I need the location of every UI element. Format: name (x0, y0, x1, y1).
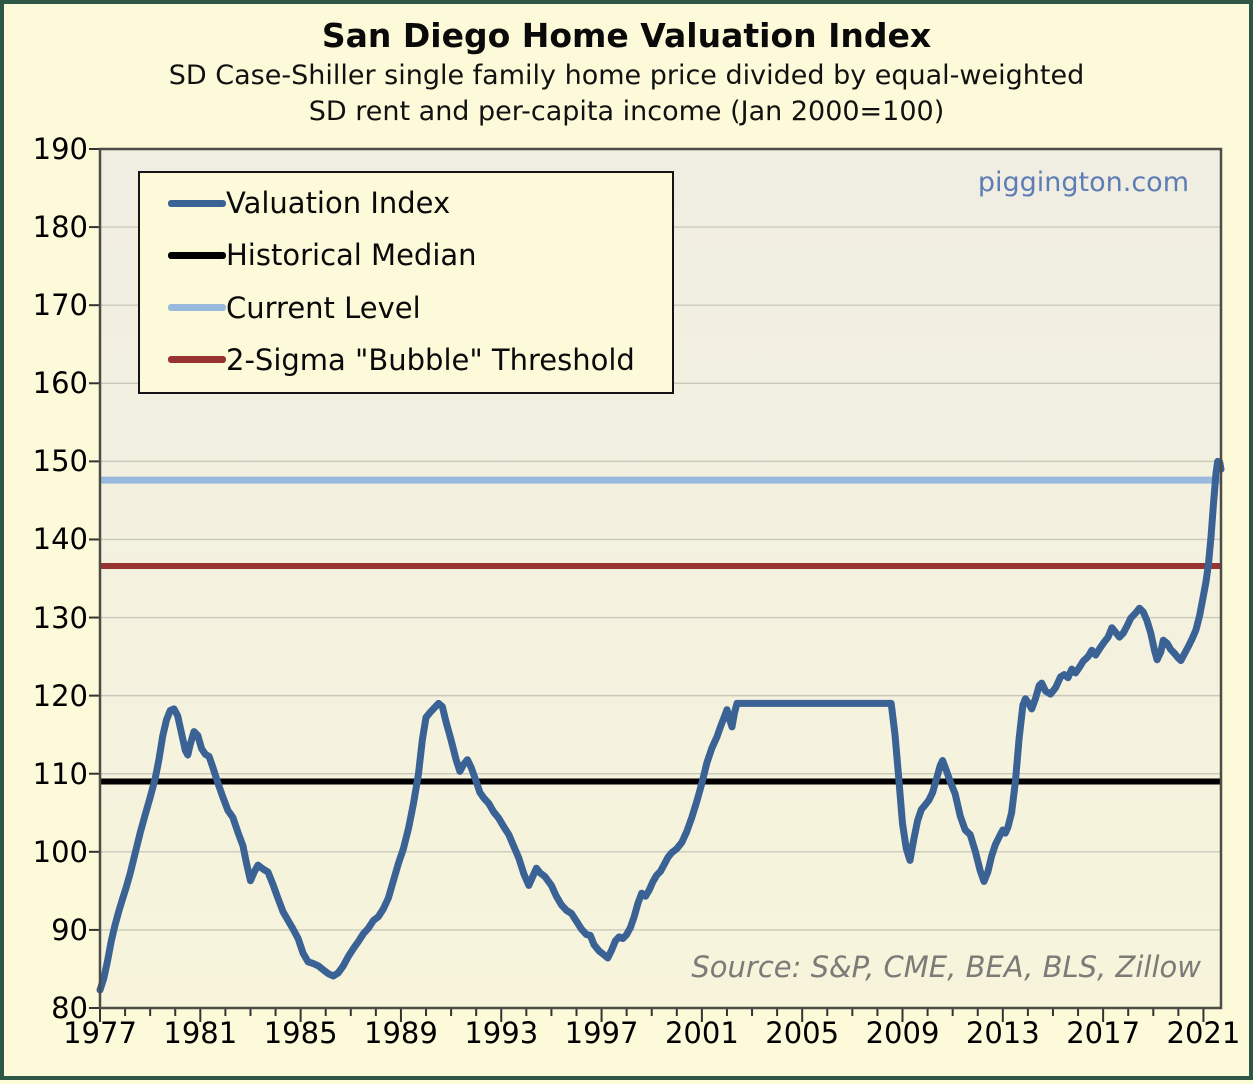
legend-box: Valuation Index Historical Median Curren… (138, 171, 674, 394)
y-tick-label-170: 170 (32, 288, 88, 323)
y-tick-label-190: 190 (32, 132, 88, 166)
legend-item-valuation-index: Valuation Index (168, 186, 672, 220)
y-tick-label-180: 180 (32, 210, 88, 245)
x-tick-label-1993: 1993 (464, 1016, 539, 1050)
x-tick-label-2005: 2005 (765, 1016, 840, 1050)
two-sigma-threshold-line-swatch (168, 356, 226, 364)
current-level-line-swatch (168, 304, 226, 312)
x-tick-label-1997: 1997 (564, 1016, 639, 1050)
x-tick-label-1981: 1981 (163, 1016, 238, 1050)
x-tick-label-2013: 2013 (965, 1016, 1040, 1050)
x-tick-label-1989: 1989 (364, 1016, 438, 1050)
x-tick-label-2021: 2021 (1166, 1016, 1241, 1050)
chart-subtitle: SD Case-Shiller single family home price… (4, 58, 1249, 130)
x-tick-label-1985: 1985 (263, 1016, 338, 1050)
plot-svg (89, 147, 1225, 1022)
plot-border (98, 147, 1223, 1010)
x-tick-label-1977: 1977 (63, 1016, 137, 1050)
legend-label: Historical Median (226, 238, 477, 273)
y-tick-label-100: 100 (32, 834, 88, 869)
y-tick-label-110: 110 (32, 756, 88, 791)
y-tick-label-130: 130 (32, 600, 88, 635)
legend-item-two-sigma-threshold: 2-Sigma "Bubble" Threshold (168, 343, 672, 377)
chart-subtitle-line1: SD Case-Shiller single family home price… (168, 60, 1085, 91)
legend-item-current-level: Current Level (168, 291, 672, 325)
x-tick-label-2017: 2017 (1066, 1016, 1141, 1050)
y-tick-label-80: 80 (51, 991, 88, 1025)
y-tick-label-120: 120 (32, 678, 88, 713)
source-note: Source: S&P, CME, BEA, BLS, Zillow (691, 950, 1201, 984)
valuation-index-line-swatch (168, 199, 226, 207)
y-tick-label-140: 140 (32, 522, 88, 557)
y-tick-label-90: 90 (51, 912, 88, 947)
historical-median-line-swatch (168, 251, 226, 259)
x-tick-label-2009: 2009 (865, 1016, 940, 1050)
chart-subtitle-line2: SD rent and per-capita income (Jan 2000=… (308, 96, 945, 127)
y-tick-label-150: 150 (32, 444, 88, 479)
y-tick-label-160: 160 (32, 366, 88, 401)
legend-label: Valuation Index (226, 186, 451, 221)
legend-item-historical-median: Historical Median (168, 238, 672, 272)
legend-label: Current Level (226, 290, 421, 325)
chart-title: San Diego Home Valuation Index (321, 16, 932, 55)
legend-label: 2-Sigma "Bubble" Threshold (226, 342, 635, 377)
watermark: piggington.com (977, 167, 1189, 198)
x-tick-label-2001: 2001 (664, 1016, 739, 1050)
series-valuation (96, 457, 1225, 994)
